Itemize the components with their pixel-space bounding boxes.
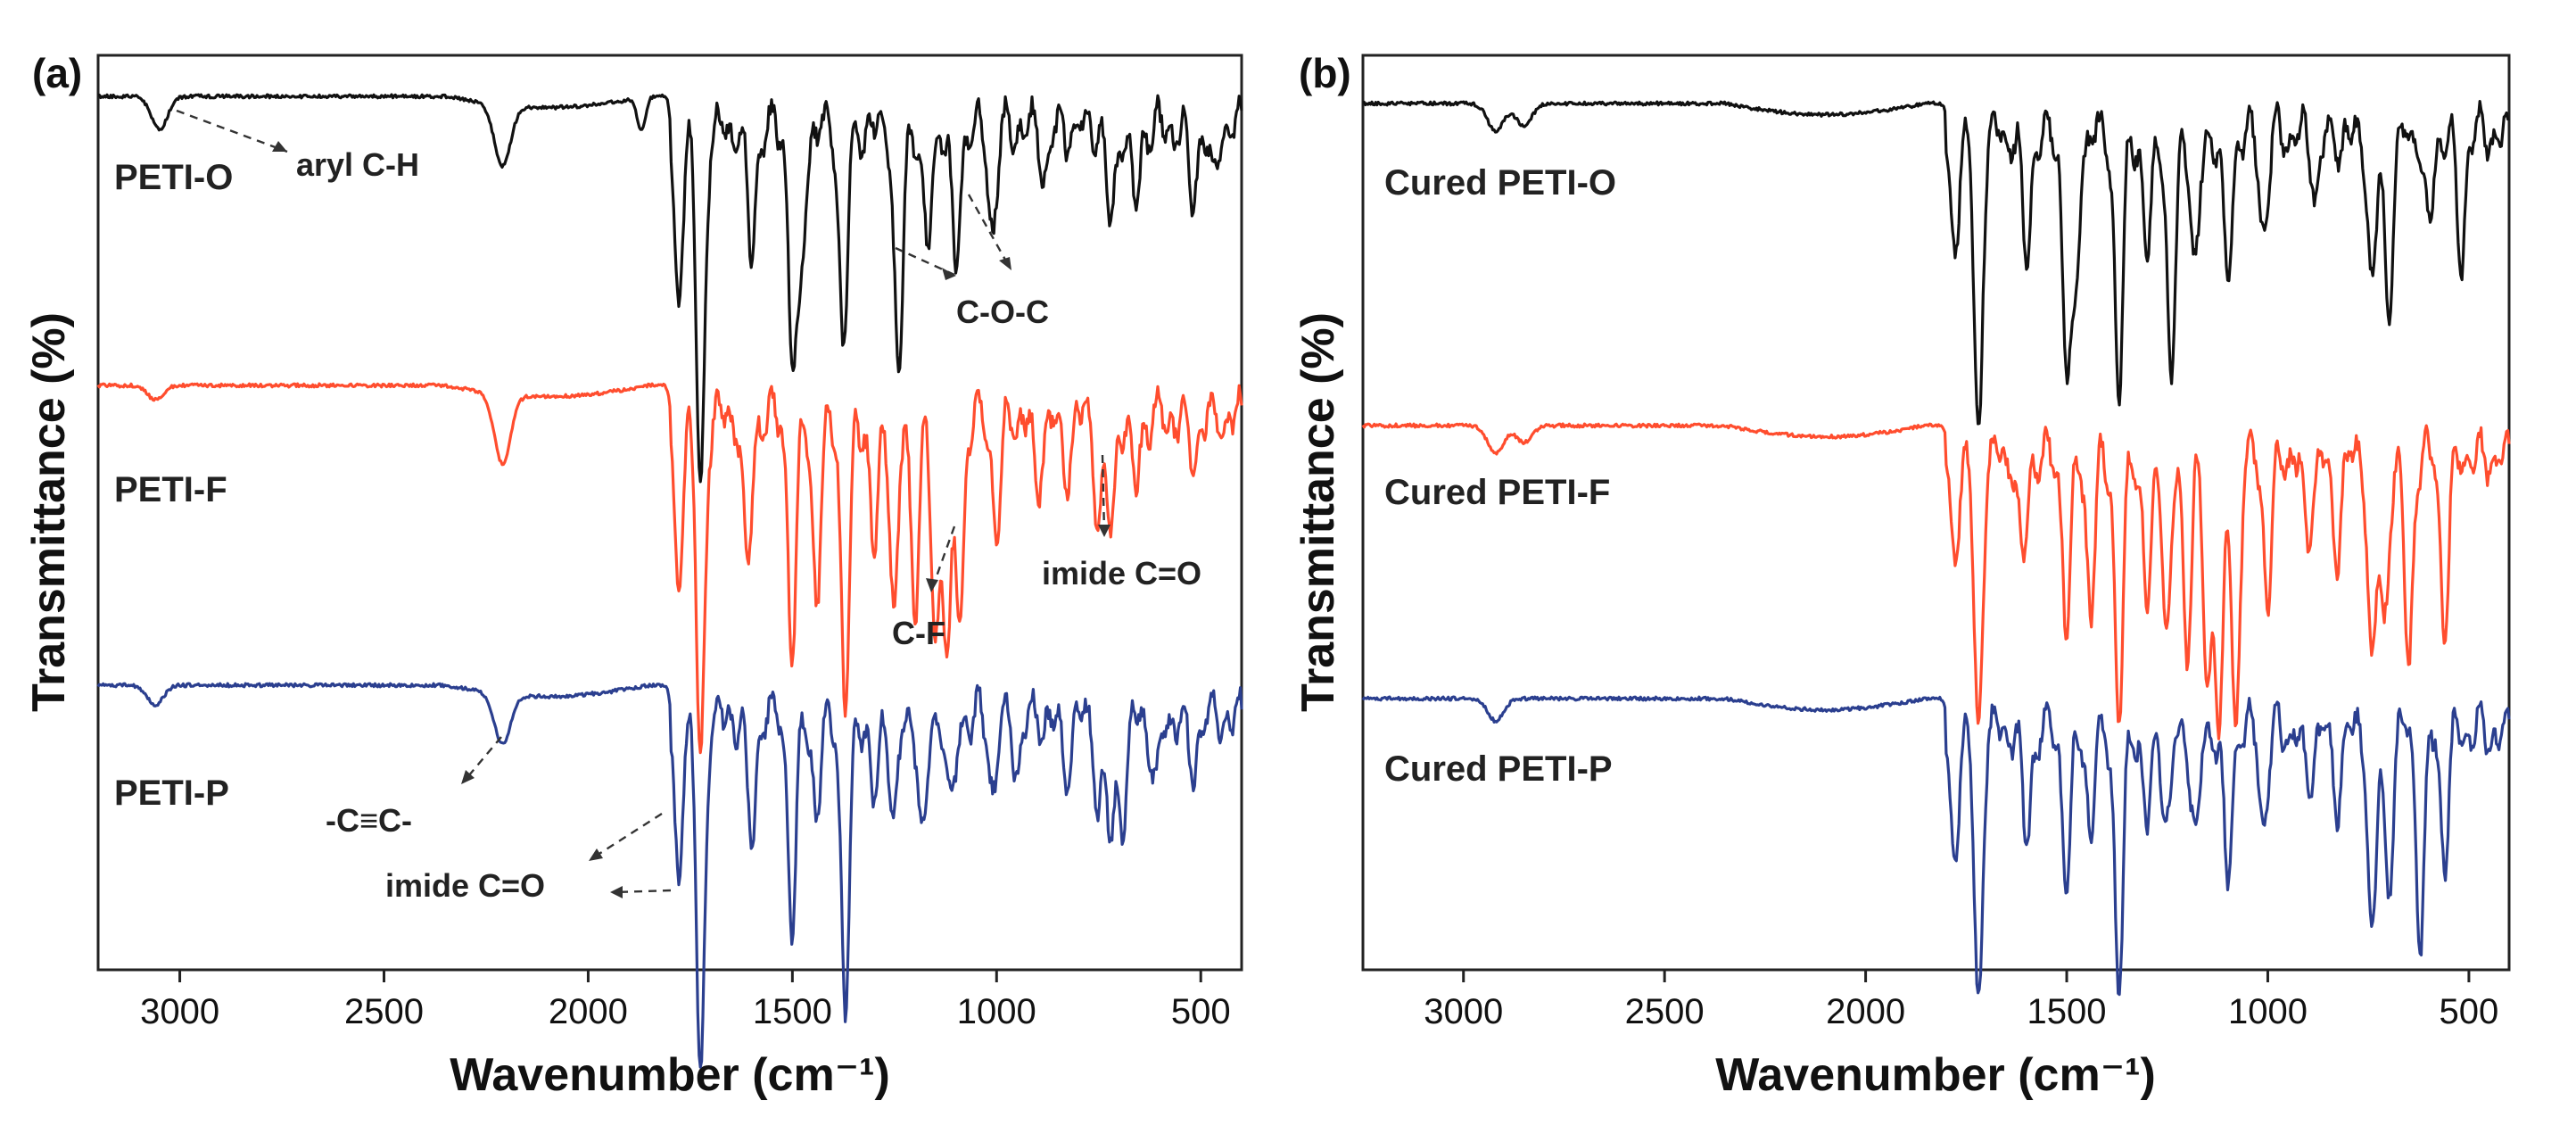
panel-b-x-tick-label: 3000 [1424, 992, 1503, 1031]
panel-b-x-ticks: 3000 2500 2000 1500 1000 500 [1424, 970, 2498, 1031]
panel-a-label-peti-p: PETI-P [114, 774, 229, 813]
arrow-head-imide-p-1 [589, 848, 603, 861]
arrow-coc-1 [895, 246, 955, 277]
panel-a-series-peti-p [96, 682, 1243, 1069]
panel-a-label-peti-o: PETI-O [114, 158, 233, 197]
annotation-imide-f: imide C=O [1042, 555, 1201, 592]
panel-b-plot-frame [1361, 54, 2511, 972]
panel-b-label-cured-peti-f: Cured PETI-F [1384, 473, 1610, 512]
panel-b-x-axis-title: Wavenumber (cm⁻¹) [1715, 1049, 2156, 1101]
panel-b-letter: (b) [1299, 50, 1351, 96]
arrow-aryl-ch [176, 109, 288, 153]
annotation-coc: C-O-C [956, 294, 1049, 330]
arrow-head-coc-1 [942, 268, 956, 280]
panel-a-label-peti-f: PETI-F [114, 470, 227, 509]
arrow-head-imide-p-2 [610, 886, 623, 898]
panel-b: (b) 3000 2500 2000 1500 1000 500 Wavenumber (… [1292, 50, 2511, 1101]
arrow-imide-f [1101, 454, 1106, 533]
panel-a-letter: (a) [32, 50, 82, 96]
panel-a-x-tick-label: 2500 [344, 992, 424, 1031]
annotation-cf: C-F [892, 615, 945, 651]
panel-b-series-cured-peti-f [1361, 422, 2511, 741]
panel-a-x-tick-label: 3000 [140, 992, 219, 1031]
annotation-aryl-ch: aryl C-H [296, 146, 419, 183]
panel-b-x-tick-label: 500 [2440, 992, 2499, 1031]
panel-b-series-cured-peti-o [1362, 100, 2510, 426]
panel-b-x-tick-label: 1500 [2027, 992, 2107, 1031]
arrow-cf [930, 525, 956, 590]
arrow-head-imide-f [1098, 525, 1110, 537]
panel-a-annotations: aryl C-H C-O-C C-F imide C=O -C≡C- imide… [176, 109, 1201, 904]
arrow-imide-p-2 [615, 889, 672, 894]
panel-b-x-tick-label: 2500 [1625, 992, 1705, 1031]
panel-a-series-peti-f [96, 382, 1243, 755]
panel-a-x-tick-label: 500 [1171, 992, 1231, 1031]
panel-a-y-axis-title: Transmittance (%) [23, 312, 75, 712]
panel-a-x-tick-label: 1000 [957, 992, 1036, 1031]
panel-b-label-cured-peti-o: Cured PETI-O [1384, 163, 1616, 203]
arrow-head-alkyne [461, 770, 475, 784]
arrow-head-cf [926, 578, 938, 592]
panel-b-y-axis-title: Transmittance (%) [1292, 312, 1344, 712]
arrow-head-coc-2 [999, 257, 1011, 270]
annotation-imide-p: imide C=O [385, 867, 545, 904]
panel-a-series-peti-o [97, 93, 1243, 484]
panel-a-plot-frame [96, 54, 1243, 972]
panel-a: (a) 3000 2500 2000 1500 1000 500 Wavenumber (… [23, 50, 1243, 1101]
annotation-alkyne: -C≡C- [326, 802, 412, 839]
panel-a-x-tick-label: 2000 [549, 992, 628, 1031]
panel-b-x-tick-label: 1000 [2228, 992, 2308, 1031]
panel-a-x-ticks: 3000 2500 2000 1500 1000 500 [140, 970, 1231, 1031]
panel-b-x-tick-label: 2000 [1826, 992, 1905, 1031]
panel-b-label-cured-peti-p: Cured PETI-P [1384, 749, 1613, 789]
arrow-head-aryl-ch [272, 141, 287, 152]
panel-b-series-cured-peti-p [1361, 695, 2511, 997]
panel-a-x-axis-title: Wavenumber (cm⁻¹) [450, 1049, 890, 1101]
panel-a-x-tick-label: 1500 [753, 992, 832, 1031]
